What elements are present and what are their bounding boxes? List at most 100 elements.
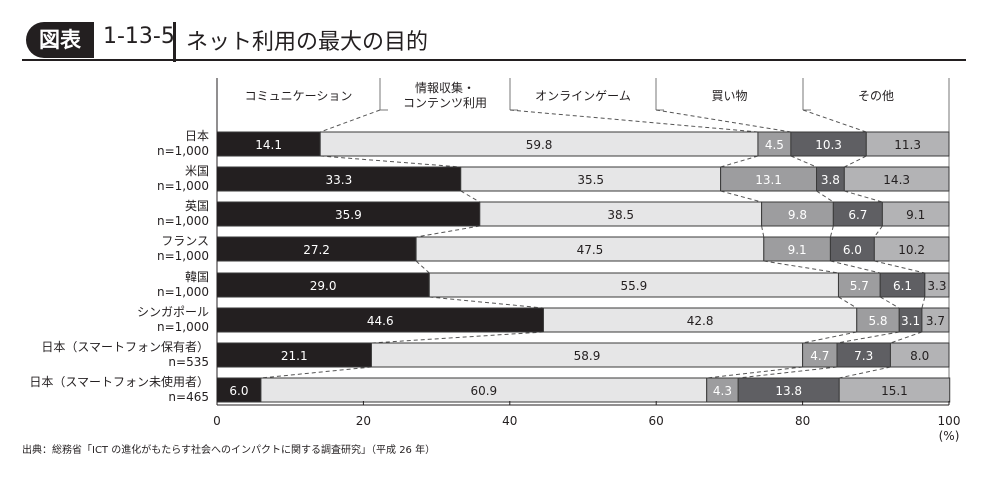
bar-segment bbox=[924, 272, 950, 298]
data-label: 9.8 bbox=[788, 208, 807, 222]
bar-segment bbox=[837, 272, 881, 298]
connector-line bbox=[802, 109, 867, 133]
connector-line bbox=[260, 366, 372, 379]
connector-line bbox=[738, 366, 838, 379]
data-label: 3.7 bbox=[926, 314, 945, 328]
bar-segment bbox=[843, 166, 950, 192]
data-label: 42.8 bbox=[687, 314, 714, 328]
data-label: 47.5 bbox=[577, 243, 604, 257]
connector-line bbox=[829, 225, 834, 238]
bar-segment bbox=[802, 342, 838, 368]
bar-segment bbox=[790, 131, 867, 157]
connector-line bbox=[429, 296, 544, 309]
connector-line bbox=[844, 190, 883, 203]
data-label: 3.1 bbox=[901, 314, 920, 328]
x-tick-label: 20 bbox=[356, 414, 371, 428]
bar-segment bbox=[873, 236, 950, 262]
connector-line bbox=[761, 225, 765, 238]
sample-size-label: n=465 bbox=[168, 390, 209, 404]
x-tick-label: 100 bbox=[938, 414, 961, 428]
data-label: 33.3 bbox=[326, 173, 353, 187]
legend-label-2: オンラインゲーム bbox=[535, 89, 631, 103]
data-label: 14.1 bbox=[255, 138, 282, 152]
bar-segment bbox=[761, 201, 834, 227]
connector-line bbox=[706, 366, 803, 379]
data-label: 6.0 bbox=[229, 384, 248, 398]
connector-line bbox=[371, 331, 544, 344]
connector-line bbox=[720, 155, 759, 168]
bar-segment bbox=[879, 272, 926, 298]
sample-size-label: n=535 bbox=[168, 355, 209, 369]
connector-line bbox=[874, 260, 925, 274]
bar-segment bbox=[216, 272, 430, 298]
data-label: 11.3 bbox=[894, 138, 921, 152]
title-divider bbox=[173, 22, 176, 62]
connector-line bbox=[415, 260, 430, 274]
category-label: 日本（スマートフォン保有者） bbox=[41, 340, 209, 354]
title-rule bbox=[22, 59, 966, 61]
connector-line bbox=[320, 109, 381, 133]
category-label: 日本（スマートフォン未使用者） bbox=[29, 374, 209, 389]
data-label: 10.3 bbox=[815, 138, 842, 152]
connector-line bbox=[802, 331, 857, 344]
bar-segment bbox=[836, 342, 891, 368]
bar-segment bbox=[370, 342, 804, 368]
bar-segment bbox=[479, 201, 763, 227]
legend-label-1: コンテンツ利用 bbox=[403, 96, 487, 110]
data-label: 13.1 bbox=[755, 173, 782, 187]
bar-segment bbox=[737, 377, 840, 403]
bar-segment bbox=[706, 377, 739, 403]
data-label: 7.3 bbox=[854, 349, 873, 363]
legend-label-4: その他 bbox=[858, 89, 894, 103]
bar-segment bbox=[763, 236, 831, 262]
bar-segment bbox=[829, 236, 875, 262]
data-label: 3.3 bbox=[927, 279, 946, 293]
connector-line bbox=[763, 260, 839, 274]
bar-segment bbox=[881, 201, 950, 227]
data-label: 5.7 bbox=[850, 279, 869, 293]
category-label: 韓国 bbox=[185, 270, 209, 284]
x-tick-label: 60 bbox=[649, 414, 664, 428]
x-tick-label: 0 bbox=[213, 414, 221, 428]
x-tick-label: 40 bbox=[502, 414, 517, 428]
legend-label-3: 買い物 bbox=[711, 89, 747, 103]
bar-segment bbox=[838, 377, 951, 403]
connector-line bbox=[790, 155, 817, 168]
connector-line bbox=[873, 225, 883, 238]
data-label: 3.8 bbox=[821, 173, 840, 187]
connector-line bbox=[879, 296, 900, 309]
sample-size-label: n=1,000 bbox=[157, 285, 209, 299]
bar-segment bbox=[816, 166, 845, 192]
bar-segment bbox=[428, 272, 839, 298]
bar-segment bbox=[865, 131, 950, 157]
x-tick-label: 80 bbox=[795, 414, 810, 428]
data-label: 60.9 bbox=[470, 384, 497, 398]
connector-line bbox=[460, 190, 481, 203]
figure-badge: 図表 bbox=[26, 22, 94, 58]
data-label: 29.0 bbox=[310, 279, 337, 293]
connector-line bbox=[836, 331, 900, 344]
category-label: シンガポール bbox=[137, 305, 209, 319]
bar-segment bbox=[460, 166, 722, 192]
sample-size-label: n=1,000 bbox=[157, 320, 209, 334]
connector-line bbox=[830, 260, 881, 274]
data-label: 13.8 bbox=[775, 384, 802, 398]
category-label: 米国 bbox=[185, 164, 209, 178]
data-label: 44.6 bbox=[367, 314, 394, 328]
category-label: 日本 bbox=[185, 129, 209, 143]
bar-segment bbox=[216, 377, 262, 403]
bar-segment bbox=[720, 166, 818, 192]
bar-segment bbox=[319, 131, 759, 157]
bar-segment bbox=[921, 307, 950, 333]
bar-segment bbox=[216, 342, 372, 368]
data-label: 14.3 bbox=[883, 173, 910, 187]
data-label: 15.1 bbox=[881, 384, 908, 398]
source-note: 出典：総務省「ICT の進化がもたらす社会へのインパクトに関する調査研究」（平成… bbox=[22, 445, 436, 456]
category-label: フランス bbox=[161, 234, 209, 248]
data-label: 4.3 bbox=[713, 384, 732, 398]
bar-segment bbox=[889, 342, 950, 368]
category-label: 英国 bbox=[185, 199, 209, 213]
data-label: 4.7 bbox=[810, 349, 829, 363]
